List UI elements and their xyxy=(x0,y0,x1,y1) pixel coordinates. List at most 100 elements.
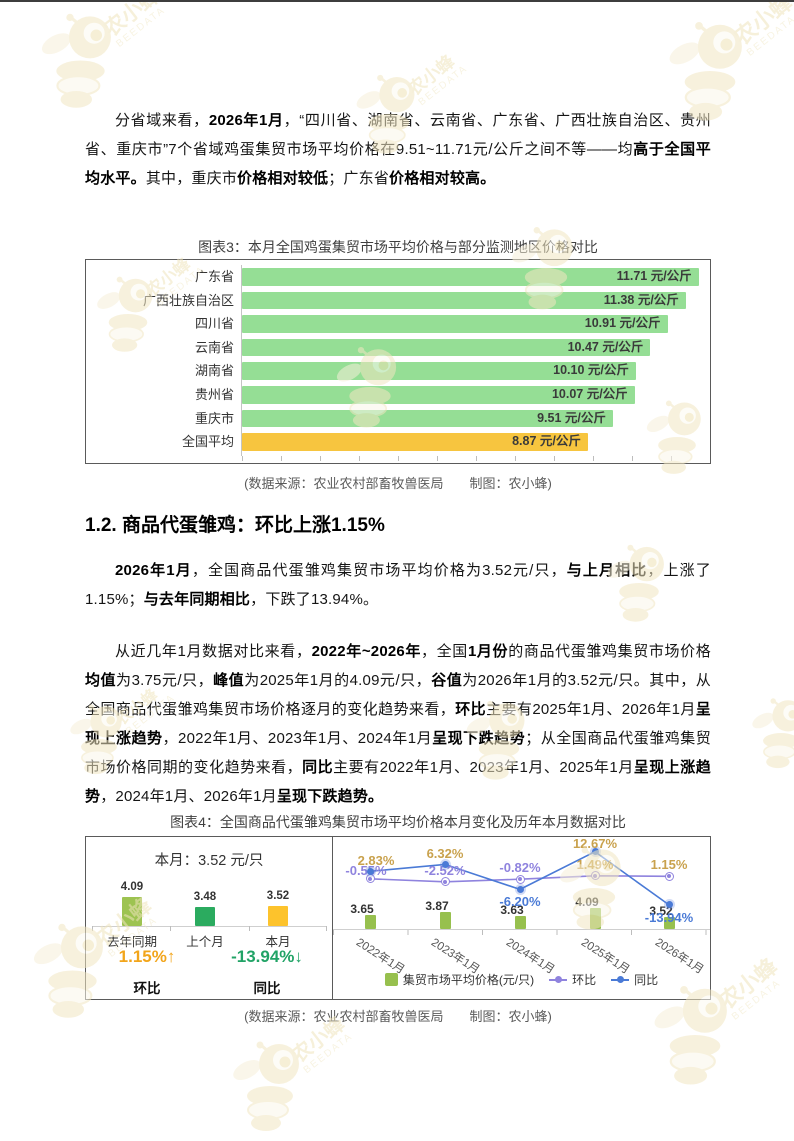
legend-item: 同比 xyxy=(611,971,658,988)
mom-line-marker xyxy=(590,871,600,881)
text: 为2025年1月的4.09元/只， xyxy=(244,672,432,689)
text: ，全国 xyxy=(421,643,468,660)
text: 的商品代蛋雏鸡集贸市场价格 xyxy=(508,643,711,660)
mom-data-label: 1.49% xyxy=(576,856,614,872)
marker-dot xyxy=(518,877,522,882)
category-label: 上个月 xyxy=(186,935,224,949)
chart4-title: 图表4：全国商品代蛋雏鸡集贸市场平均价格本月变化及历年本月数据对比 xyxy=(170,814,626,830)
bar: 8.87 元/公斤 xyxy=(242,433,588,451)
bold-text: 1月份 xyxy=(467,643,509,660)
bar-value-label: 10.47 元/公斤 xyxy=(567,339,644,354)
mom-line-marker xyxy=(664,871,674,881)
category-label: 湖南省 xyxy=(194,363,234,379)
comparison-label: 同比 xyxy=(253,981,281,996)
chart4-combo-chart: 本月：3.52 元/只 4.09 去年同期 3.48 上个月 3.52 本月 1.15%↑ 环… xyxy=(85,836,711,1000)
yoy-line-marker xyxy=(441,860,449,868)
axis-tick xyxy=(170,926,171,931)
category-label: 贵州省 xyxy=(194,387,234,402)
bar-value-label: 3.48 xyxy=(193,891,217,904)
yoy-line-marker xyxy=(516,885,524,893)
bar xyxy=(663,917,675,929)
bar-value-label: 9.51 元/公斤 xyxy=(537,410,606,425)
marker-dot xyxy=(667,874,671,879)
bold-text: 峰值 xyxy=(213,672,245,689)
chart3-title: 图表3：本月全国鸡蛋集贸市场平均价格与部分监测地区价格对比 xyxy=(198,239,598,255)
bar-value-label: 11.71 元/公斤 xyxy=(616,269,692,283)
bold-text: 呈现下跌趋势 xyxy=(432,730,526,747)
category-label: 四川省 xyxy=(194,316,234,332)
bar: 11.38 元/公斤 xyxy=(242,291,686,310)
bar: 10.07 元/公斤 xyxy=(242,386,635,404)
text: ，2024年1月、2026年1月 xyxy=(100,788,277,805)
bar-value-label: 3.65 xyxy=(350,902,374,917)
chart3-y-axis xyxy=(241,265,242,456)
bar: 9.51 元/公斤 xyxy=(242,409,613,428)
legend-label: 环比 xyxy=(572,973,597,987)
yoy-data-label: -6.20% xyxy=(499,894,541,910)
yoy-data-label: -13.94% xyxy=(644,909,694,925)
bold-text: 高于全国平均水平。 xyxy=(85,141,711,187)
paragraph-chick-price: 2026年1月，全国商品代蛋雏鸡集贸市场平均价格为3.52元/只，与上月相比，上… xyxy=(85,556,711,614)
bar-value-label: 4.09 xyxy=(120,881,144,894)
section-heading-1-2: 1.2. 商品代蛋雏鸡：环比上涨1.15% xyxy=(85,515,385,536)
chart4-right-axis xyxy=(333,929,710,930)
comparison-value: -13.94%↓ xyxy=(231,947,303,966)
chart4-right-panel: 集贸市场平均价格(元/只) 环比 同比 3.65 3.87 3.63 4.09 3.52 -0… xyxy=(333,837,710,999)
text: ；广东省 xyxy=(328,170,390,187)
category-label: 去年同期 xyxy=(106,935,157,949)
bar xyxy=(439,911,451,929)
category-label: 本月 xyxy=(265,935,291,949)
legend-dot xyxy=(555,976,563,983)
yoy-line-marker xyxy=(665,901,673,909)
yoy-data-label: 2.83% xyxy=(357,853,395,869)
marker-dot xyxy=(593,873,597,878)
chart4-left-panel: 本月：3.52 元/只 4.09 去年同期 3.48 上个月 3.52 本月 1.15%↑ 环… xyxy=(86,837,333,999)
bold-text: 均值 xyxy=(85,672,117,689)
paragraph-history-analysis: 从近几年1月数据对比来看，2022年~2026年，全国1月份的商品代蛋雏鸡集贸市… xyxy=(85,637,711,811)
text: ；从全国商品代蛋雏鸡集贸市场价格同期的变化趋势来看， xyxy=(85,730,711,776)
text: 为2026年1月的3.52元/只。其中，从全国商品代蛋雏鸡集贸市场价格逐月的变化… xyxy=(85,672,711,718)
axis-tick xyxy=(249,926,250,931)
legend-label: 同比 xyxy=(634,973,659,987)
bar-value-label: 3.52 xyxy=(266,890,290,903)
category-label: 重庆市 xyxy=(194,410,234,426)
bold-text: 价格相对较低 xyxy=(237,170,329,187)
chart4-left-axis xyxy=(92,926,326,927)
bar-value-label: 8.87 元/公斤 xyxy=(512,434,581,449)
bold-text: 同比 xyxy=(302,759,334,776)
marker-dot xyxy=(368,876,372,881)
bold-text: 2026年1月 xyxy=(115,562,192,579)
bar-value-label: 11.38 元/公斤 xyxy=(603,292,679,307)
yoy-line-marker xyxy=(366,867,374,875)
bold-text: 与上月相比 xyxy=(566,562,648,579)
text: 其中，重庆市 xyxy=(145,170,238,187)
text: 主要有2022年1月、2023年1月、2025年1月 xyxy=(333,759,634,776)
chart4-caption: (数据来源：农业农村部畜牧兽医局 制图：农小蜂) xyxy=(244,1009,552,1024)
text: 为3.75元/只， xyxy=(116,672,214,689)
mom-data-label: -0.82% xyxy=(499,860,541,876)
axis-tick xyxy=(326,926,327,931)
chart4-legend: 集贸市场平均价格(元/只) 环比 同比 xyxy=(333,971,710,988)
text: ，2022年1月、2023年1月、2024年1月 xyxy=(162,730,433,747)
marker-dot xyxy=(443,879,447,884)
bold-text: 呈现下跌趋势。 xyxy=(276,788,384,805)
legend-line-swatch xyxy=(549,976,568,983)
comparison-label: 环比 xyxy=(133,981,161,996)
bar-value-label: 3.52 xyxy=(649,904,673,919)
bar-value-label: 3.63 xyxy=(500,902,524,917)
bold-text: 2022年~2026年 xyxy=(311,643,422,660)
text: 分省域来看， xyxy=(115,112,209,129)
page-top-border xyxy=(0,0,794,2)
category-label: 云南省 xyxy=(194,339,234,355)
chart3-x-axis-ticks xyxy=(242,456,702,461)
text: 主要有2025年1月、2026年1月 xyxy=(486,701,696,718)
bar xyxy=(195,907,215,926)
bar xyxy=(122,897,142,926)
text: ，下跌了13.94%。 xyxy=(250,591,379,608)
comparison-value: 1.15%↑ xyxy=(118,947,176,966)
chart3-caption: (数据来源：农业农村部畜牧兽医局 制图：农小蜂) xyxy=(244,476,552,491)
bar xyxy=(364,915,376,929)
legend-bar-swatch xyxy=(384,973,398,986)
bar-value-label: 4.09 xyxy=(575,895,599,910)
